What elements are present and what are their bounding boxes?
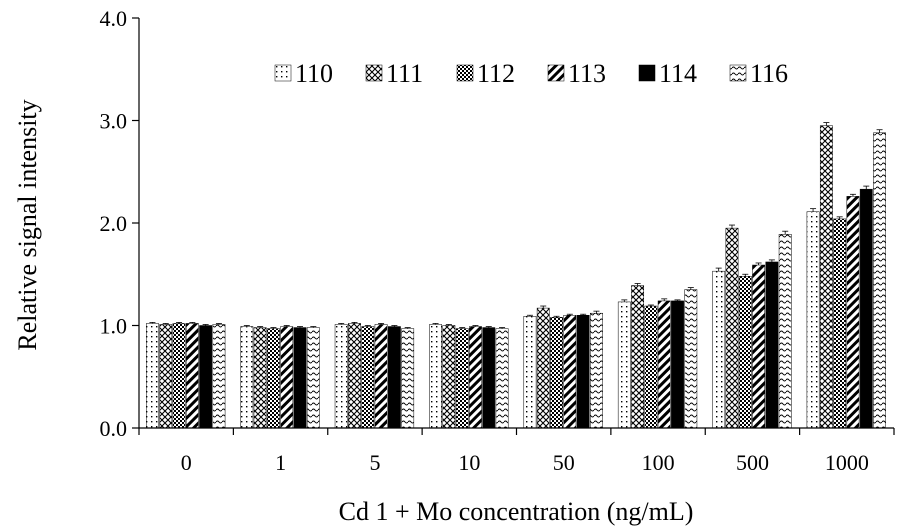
error-bars-layer: [149, 122, 883, 329]
legend-swatch-111: [365, 64, 383, 82]
bar-114-0: [199, 325, 213, 429]
legend-label-110: 110: [295, 59, 333, 88]
y-tick-label: 3.0: [100, 109, 128, 134]
bar-112-5: [361, 326, 375, 429]
legend-swatch-110: [274, 64, 292, 82]
legend-label-116: 116: [750, 59, 788, 88]
bar-112-10: [455, 328, 469, 429]
legend: 110 111 112 113 114 116: [274, 59, 788, 88]
legend-label-112: 112: [477, 59, 515, 88]
legend-label-114: 114: [659, 59, 697, 88]
bar-112-500: [738, 276, 752, 429]
bar-116-500: [778, 234, 792, 429]
bar-110-5: [334, 324, 348, 429]
bar-112-50: [550, 317, 563, 429]
legend-swatch-114: [638, 64, 656, 82]
bar-110-10: [429, 324, 442, 429]
legend-label-111: 111: [386, 59, 423, 88]
bar-114-100: [671, 300, 684, 429]
legend-swatch-113: [547, 64, 565, 82]
bar-116-1: [306, 327, 320, 429]
bar-110-1: [240, 326, 254, 429]
bar-111-100: [631, 285, 645, 429]
y-tick-label: 1.0: [100, 314, 128, 339]
bar-111-1: [253, 327, 267, 429]
x-tick-label: 50: [553, 450, 575, 475]
bar-110-500: [712, 270, 726, 429]
bar-111-5: [348, 323, 361, 429]
y-axis-ticks: 0.0 1.0 2.0 3.0 4.0: [100, 6, 139, 441]
bar-113-100: [657, 300, 671, 429]
legend-swatch-112: [456, 64, 474, 82]
bar-110-1000: [806, 211, 820, 429]
bar-116-10: [495, 328, 509, 429]
bar-114-5: [387, 326, 401, 429]
bar-113-0: [185, 323, 199, 429]
bar-113-10: [469, 326, 482, 429]
bar-114-500: [765, 261, 779, 429]
bar-111-1000: [819, 125, 833, 429]
bar-113-1000: [846, 196, 860, 429]
bar-116-100: [684, 289, 698, 429]
bar-110-100: [617, 301, 631, 429]
legend-swatch-116: [729, 64, 747, 82]
x-tick-label: 1: [275, 450, 286, 475]
bar-111-0: [159, 324, 173, 429]
bar-110-0: [146, 323, 159, 429]
y-axis-title: Relative signal intensity: [13, 99, 42, 350]
x-tick-label: 500: [736, 450, 769, 475]
bar-116-5: [401, 328, 415, 429]
bar-116-0: [212, 324, 226, 429]
bar-111-500: [725, 227, 739, 429]
x-tick-label: 10: [458, 450, 480, 475]
bar-116-50: [590, 312, 603, 429]
bar-113-50: [563, 315, 577, 429]
bar-114-1: [293, 327, 307, 429]
bar-116-1000: [873, 132, 886, 429]
x-tick-label: 0: [181, 450, 192, 475]
bar-112-1: [267, 328, 280, 429]
x-tick-label: 1000: [825, 450, 869, 475]
x-axis-ticks: 0 1 5 10 50 100 500 1000: [138, 428, 895, 475]
bar-111-10: [442, 325, 456, 429]
bar-112-0: [172, 323, 186, 429]
x-tick-label: 100: [642, 450, 675, 475]
bar-111-50: [536, 307, 550, 429]
y-tick-label: 0.0: [100, 416, 128, 441]
y-tick-label: 2.0: [100, 211, 128, 236]
bar-113-500: [752, 264, 765, 429]
bar-114-1000: [859, 188, 873, 429]
bar-113-5: [374, 324, 388, 429]
bar-112-100: [644, 305, 658, 429]
bar-113-1: [280, 326, 294, 429]
y-tick-label: 4.0: [100, 6, 128, 31]
bar-114-50: [576, 315, 590, 429]
bar-114-10: [482, 327, 496, 429]
bar-110-50: [523, 316, 537, 429]
x-axis-title: Cd 1 + Mo concentration (ng/mL): [339, 497, 694, 526]
x-tick-label: 5: [369, 450, 380, 475]
bar-112-1000: [833, 218, 847, 429]
legend-label-113: 113: [568, 59, 606, 88]
bars-layer: [146, 125, 886, 429]
